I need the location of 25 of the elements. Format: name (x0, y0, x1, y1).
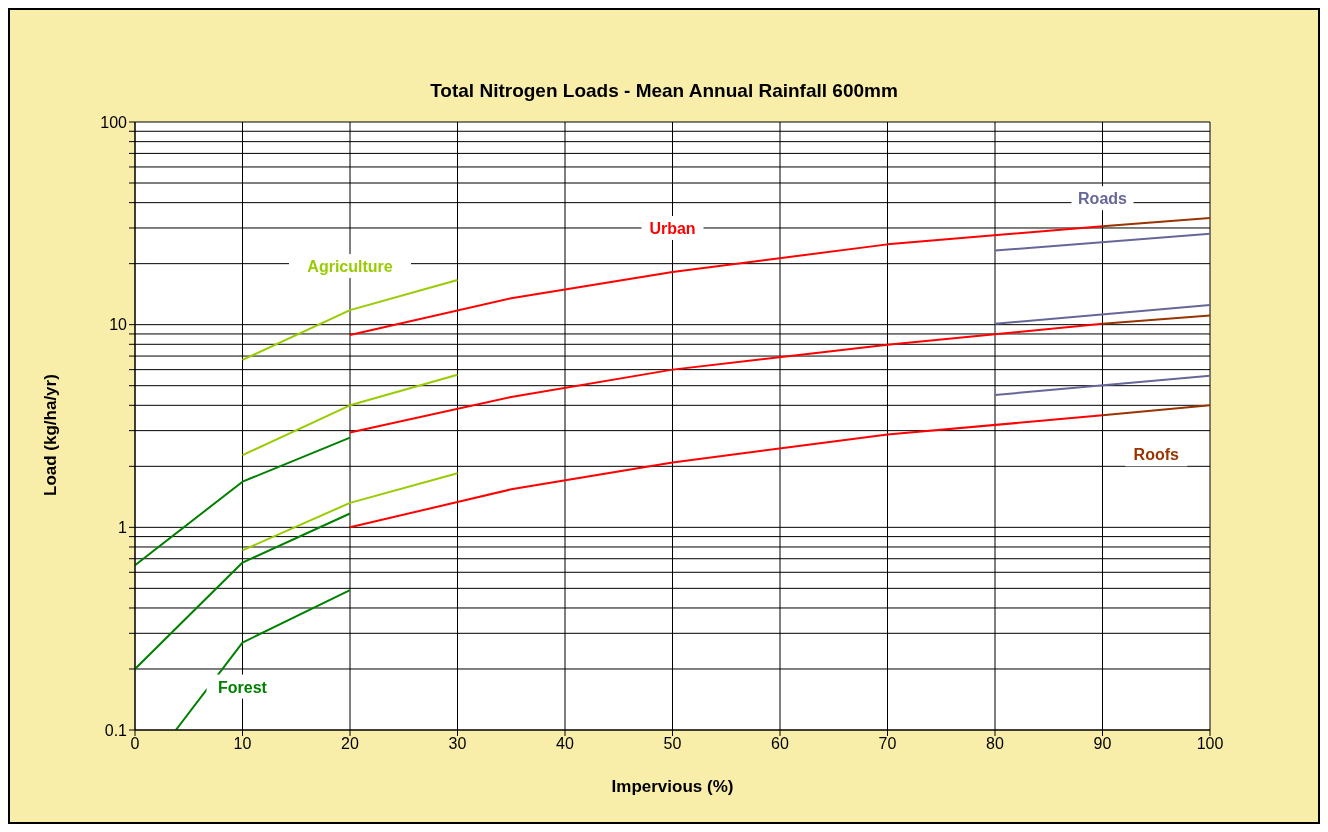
series-label: Urban (649, 219, 696, 237)
x-tick-label: 20 (341, 735, 359, 753)
text: Roads (1078, 190, 1128, 208)
y-tick-label: 0.1 (104, 721, 128, 739)
x-tick-label: 30 (448, 735, 467, 753)
y-axis-title: Load (kg/ha/yr) (41, 374, 61, 496)
x-tick-label: 60 (771, 735, 789, 753)
text: Roofs (1133, 446, 1180, 464)
x-tick-label: 80 (986, 735, 1004, 753)
line-series (349, 414, 1104, 529)
x-tick-label: 40 (556, 735, 574, 753)
chart-title: Total Nitrogen Loads - Mean Annual Rainfall 600mm (429, 80, 899, 102)
y-tick-label: 100 (100, 113, 128, 131)
y-tick-label: 1 (118, 519, 128, 537)
series-label: Forest (218, 678, 268, 696)
x-tick-label: 90 (1093, 735, 1112, 753)
series-label: Agriculture (307, 258, 393, 276)
x-tick-label: 50 (663, 735, 682, 753)
x-tick-label: 0 (130, 735, 140, 753)
line-series (349, 322, 1104, 434)
x-axis-title: Impervious (%) (611, 777, 734, 796)
x-tick-label: 100 (1196, 735, 1224, 753)
x-tick-label: 70 (878, 735, 897, 753)
x-tick-label: 10 (233, 735, 252, 753)
y-tick-label: 10 (109, 316, 128, 334)
